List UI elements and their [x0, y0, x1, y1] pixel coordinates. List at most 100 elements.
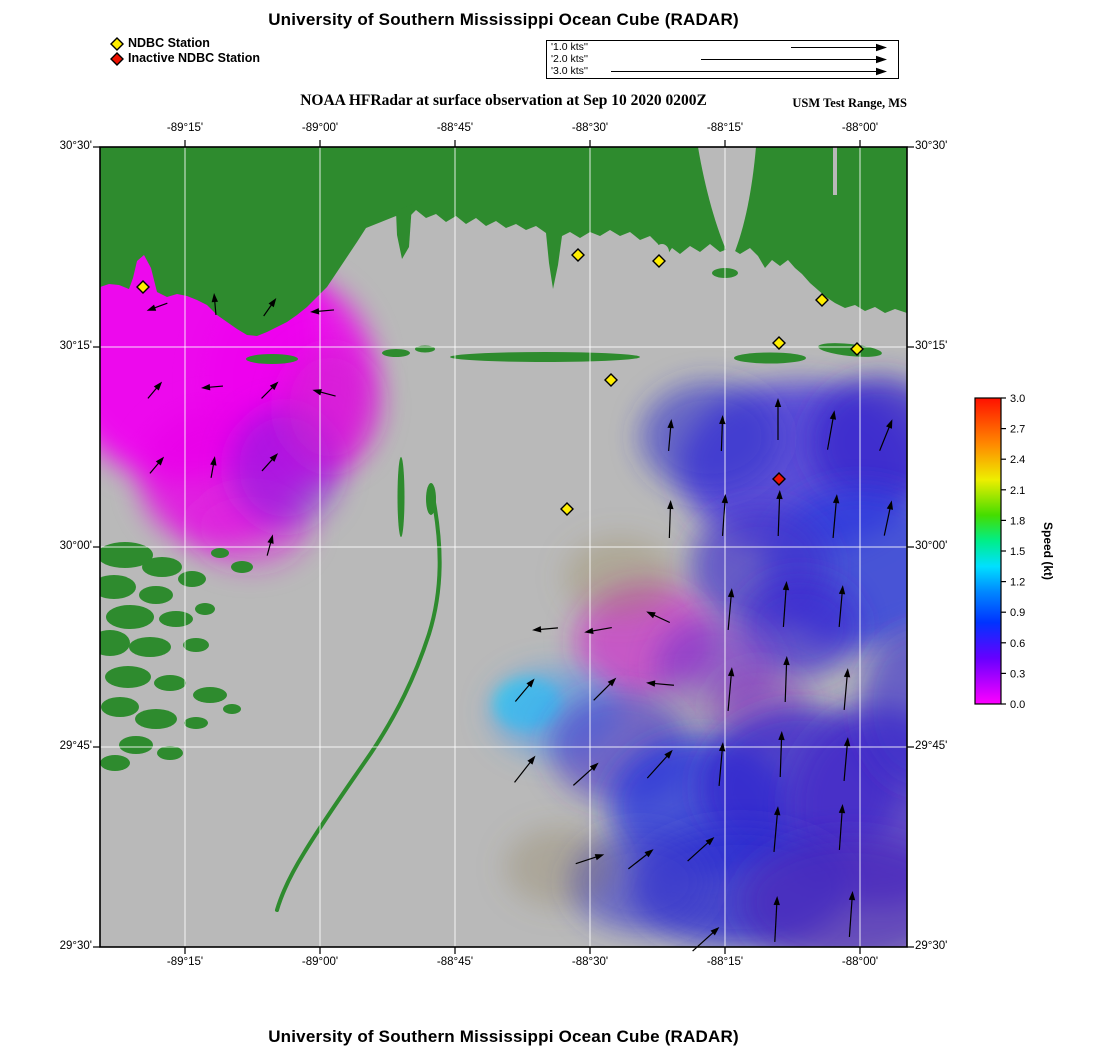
- current-vector-arrow: [721, 494, 729, 536]
- current-vector-arrow: [572, 762, 599, 786]
- current-vector-arrow: [263, 297, 277, 317]
- current-vector-arrow: [211, 293, 219, 316]
- axis-tick-label: 29°30': [59, 940, 92, 952]
- axis-tick-label: -89°00': [301, 122, 339, 134]
- bays-and-inlets: [571, 147, 837, 261]
- current-vector-arrow: [832, 494, 840, 538]
- marsh-islands: [100, 542, 253, 771]
- current-vector-arrow: [593, 677, 617, 701]
- axis-tick-label: 30°30': [59, 140, 92, 152]
- axis-tick-label: -88°15': [706, 956, 744, 968]
- current-vector-arrow: [146, 302, 168, 311]
- current-vector-arrow: [667, 500, 674, 539]
- region-label: USM Test Range, MS: [792, 96, 907, 110]
- current-vector-arrow: [879, 419, 893, 451]
- colorbar-tick-label: 1.2: [1010, 577, 1025, 589]
- colorbar-tick-label: 0.0: [1010, 699, 1025, 711]
- current-vector-arrow: [575, 854, 605, 865]
- axis-tick-label: -89°00': [301, 956, 339, 968]
- velocity-scale-row: '1.0 kts'': [551, 42, 894, 53]
- inactive-ndbc-station-diamond-icon: [110, 51, 124, 66]
- axis-tick-label: -88°45': [436, 122, 474, 134]
- velocity-scale-label: '2.0 kts'': [551, 52, 588, 65]
- map-plot: [93, 140, 914, 954]
- chandeleur-sliver: [397, 457, 405, 537]
- current-vector-arrow: [718, 742, 726, 786]
- current-vector-arrow: [782, 581, 790, 627]
- axis-tick-label: -88°15': [706, 122, 744, 134]
- legend-label: NDBC Station: [128, 36, 210, 50]
- current-vector-arrow: [266, 534, 274, 556]
- ndbc-station-diamond-icon: [110, 36, 124, 51]
- colorbar-label: Speed (kt): [1041, 521, 1055, 581]
- colorbar-gradient: [974, 397, 1002, 705]
- colorbar-tick-label: 3.0: [1010, 393, 1025, 405]
- velocity-scale-box: '1.0 kts'' '2.0 kts'' '3.0 kts'': [546, 40, 899, 79]
- axis-tick-label: 30°00': [59, 540, 92, 552]
- axis-tick-label: -88°00': [841, 122, 879, 134]
- map-canvas: [93, 140, 914, 954]
- colorbar: 3.0 2.7 2.4 2.1 1.8 1.5 1.2 0.9 0.6 0.3 0.0: [974, 393, 1025, 711]
- page-title-bottom: University of Southern Mississippi Ocean…: [268, 1027, 739, 1046]
- current-vector-arrow: [848, 891, 856, 937]
- current-vector-arrow: [727, 667, 735, 711]
- inactive-ndbc-station-marker: [772, 472, 786, 486]
- current-vector-arrow: [646, 749, 673, 779]
- current-vector-arrow: [210, 456, 217, 478]
- current-vector-arrow: [261, 453, 279, 472]
- current-vectors: [146, 293, 894, 952]
- colorbar-tick-label: 2.7: [1010, 424, 1025, 436]
- ndbc-station-marker: [571, 248, 585, 262]
- axis-tick-label: -89°15': [166, 956, 204, 968]
- current-vector-arrow: [310, 308, 335, 315]
- current-vector-arrow: [773, 896, 780, 942]
- river-channel: [833, 147, 837, 195]
- current-vector-arrow: [584, 626, 612, 635]
- station-legend: NDBC Station Inactive NDBC Station: [110, 36, 260, 66]
- current-vector-arrow: [646, 611, 671, 624]
- axis-tick-label: 29°45': [915, 740, 948, 752]
- current-vector-arrow: [628, 849, 654, 870]
- colorbar-tick-label: 2.4: [1010, 454, 1025, 466]
- barrier-island: [382, 349, 410, 357]
- current-vector-arrow: [826, 410, 837, 450]
- colorbar-tick-label: 0.9: [1010, 607, 1025, 619]
- axis-tick-label: 30°30': [915, 140, 948, 152]
- graticule-grid: [100, 147, 907, 947]
- colorbar-tick-label: 1.8: [1010, 515, 1025, 527]
- map-frame: [99, 146, 908, 948]
- current-vector-arrow: [312, 389, 336, 397]
- axis-tick-label: -88°30': [571, 122, 609, 134]
- ndbc-stations: [136, 248, 864, 516]
- velocity-scale-arrow: [791, 44, 887, 52]
- frame-ticks: [93, 140, 914, 954]
- current-vector-arrow: [514, 678, 535, 702]
- current-vector-arrow: [838, 804, 846, 850]
- ndbc-station-marker: [815, 293, 829, 307]
- current-vector-arrow: [727, 588, 735, 630]
- current-vector-arrow: [687, 836, 715, 862]
- axis-tick-label: 30°00': [915, 540, 948, 552]
- colorbar-tick-label: 1.5: [1010, 546, 1025, 558]
- ndbc-station-marker: [652, 254, 666, 268]
- current-vector-arrow: [149, 456, 165, 474]
- axis-tick-label: 30°15': [59, 340, 92, 352]
- current-vector-arrow: [843, 737, 851, 781]
- velocity-scale-row: '2.0 kts'': [551, 52, 894, 65]
- axis-tick-label: -88°30': [571, 956, 609, 968]
- current-vector-arrow: [838, 585, 846, 627]
- current-vector-arrow: [646, 680, 674, 687]
- current-speed-field: [100, 202, 907, 947]
- velocity-scale-label: '3.0 kts'': [551, 64, 588, 77]
- colorbar-tick-label: 0.6: [1010, 638, 1025, 650]
- velocity-scale-arrow: [611, 67, 887, 75]
- axis-tick-label: -89°15': [166, 122, 204, 134]
- current-vector-arrow: [843, 668, 851, 710]
- chandeleur-islands: [275, 495, 442, 912]
- barrier-island: [450, 352, 640, 362]
- colorbar-tick-label: 2.1: [1010, 485, 1025, 497]
- coastal-cove: [571, 238, 583, 254]
- velocity-scale-row: '3.0 kts'': [551, 64, 894, 77]
- current-vector-arrow: [776, 490, 783, 537]
- current-vector-arrow: [147, 381, 163, 399]
